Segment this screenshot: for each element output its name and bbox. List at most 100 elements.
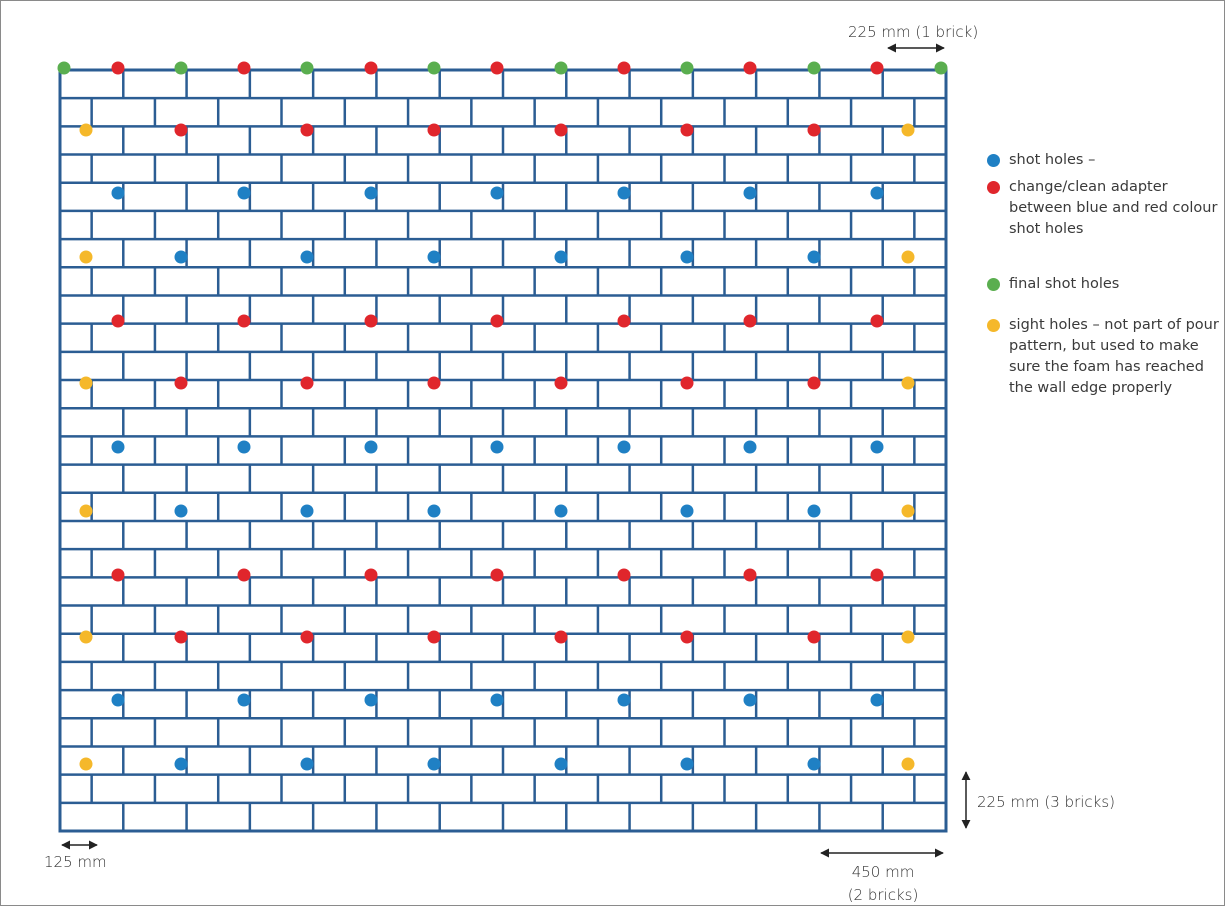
shot-hole [174, 504, 188, 518]
blue-dot-icon [987, 154, 1000, 167]
shot-hole [554, 250, 568, 264]
adapter-hole [237, 314, 251, 328]
sight-hole [79, 250, 93, 264]
shot-hole [364, 693, 378, 707]
adapter-hole [617, 314, 631, 328]
adapter-hole [490, 568, 504, 582]
adapter-hole [807, 630, 821, 644]
legend-text-red: change/clean adapter between blue and re… [1009, 179, 1218, 237]
final-shot-hole [680, 61, 694, 75]
shot-hole [174, 250, 188, 264]
legend-text-yellow: sight holes – not part of pour pattern, … [1009, 317, 1219, 396]
adapter-hole [427, 630, 441, 644]
dim-label-bottom-right-2: (2 bricks) [848, 886, 919, 904]
sight-hole [901, 376, 915, 390]
adapter-hole [111, 568, 125, 582]
shot-hole [807, 504, 821, 518]
shot-hole [490, 693, 504, 707]
shot-hole [870, 693, 884, 707]
adapter-hole [870, 61, 884, 75]
shot-hole [364, 440, 378, 454]
shot-hole [617, 186, 631, 200]
sight-hole [901, 630, 915, 644]
sight-hole [79, 630, 93, 644]
shot-hole [743, 186, 757, 200]
sight-hole [79, 123, 93, 137]
sight-hole [901, 504, 915, 518]
adapter-hole [743, 568, 757, 582]
shot-hole [680, 757, 694, 771]
adapter-hole [680, 123, 694, 137]
sight-hole [79, 757, 93, 771]
shot-hole [111, 693, 125, 707]
shot-hole [237, 186, 251, 200]
adapter-hole [743, 61, 757, 75]
adapter-hole [174, 123, 188, 137]
legend-item-green: final shot holes [985, 274, 1220, 295]
adapter-hole [111, 314, 125, 328]
shot-hole [300, 757, 314, 771]
sight-hole [79, 504, 93, 518]
legend: shot holes – change/clean adapter betwee… [985, 150, 1220, 399]
adapter-hole [364, 314, 378, 328]
adapter-hole [174, 376, 188, 390]
shot-hole [427, 757, 441, 771]
adapter-hole [174, 630, 188, 644]
legend-text-blue: shot holes – [1009, 152, 1096, 168]
shot-hole [680, 250, 694, 264]
dim-label-right: 225 mm (3 bricks) [977, 793, 1115, 811]
dim-label-bottom-left: 125 mm [44, 853, 107, 871]
final-shot-hole [807, 61, 821, 75]
sight-hole [901, 123, 915, 137]
shot-hole [807, 757, 821, 771]
adapter-hole [490, 314, 504, 328]
adapter-hole [300, 376, 314, 390]
adapter-hole [743, 314, 757, 328]
adapter-hole [807, 123, 821, 137]
legend-item-yellow: sight holes – not part of pour pattern, … [985, 315, 1220, 399]
adapter-hole [870, 568, 884, 582]
adapter-hole [490, 61, 504, 75]
shot-hole [237, 693, 251, 707]
adapter-hole [427, 123, 441, 137]
shot-hole [237, 440, 251, 454]
final-shot-hole [174, 61, 188, 75]
final-shot-hole [300, 61, 314, 75]
shot-hole [300, 504, 314, 518]
shot-hole [111, 440, 125, 454]
shot-hole [427, 250, 441, 264]
adapter-hole [680, 376, 694, 390]
sight-hole [901, 757, 915, 771]
dim-label-top: 225 mm (1 brick) [848, 23, 978, 41]
adapter-hole [237, 568, 251, 582]
shot-hole [364, 186, 378, 200]
adapter-hole [617, 61, 631, 75]
shot-hole [554, 757, 568, 771]
adapter-hole [617, 568, 631, 582]
shot-hole [490, 440, 504, 454]
final-shot-hole [57, 61, 71, 75]
final-shot-hole [554, 61, 568, 75]
adapter-hole [237, 61, 251, 75]
shot-hole [111, 186, 125, 200]
adapter-hole [300, 630, 314, 644]
legend-item-blue: shot holes – [985, 150, 1220, 171]
shot-hole [807, 250, 821, 264]
shot-hole [554, 504, 568, 518]
adapter-hole [554, 630, 568, 644]
final-shot-hole [934, 61, 948, 75]
adapter-hole [364, 568, 378, 582]
adapter-hole [111, 61, 125, 75]
shot-hole [300, 250, 314, 264]
final-shot-hole [427, 61, 441, 75]
adapter-hole [870, 314, 884, 328]
dimension-arrows [61, 43, 971, 858]
yellow-dot-icon [987, 319, 1000, 332]
brick-wall [58, 68, 948, 833]
sight-hole [79, 376, 93, 390]
legend-text-green: final shot holes [1009, 276, 1120, 292]
dim-label-bottom-right-1: 450 mm [852, 863, 915, 881]
shot-hole [870, 440, 884, 454]
shot-hole [743, 693, 757, 707]
